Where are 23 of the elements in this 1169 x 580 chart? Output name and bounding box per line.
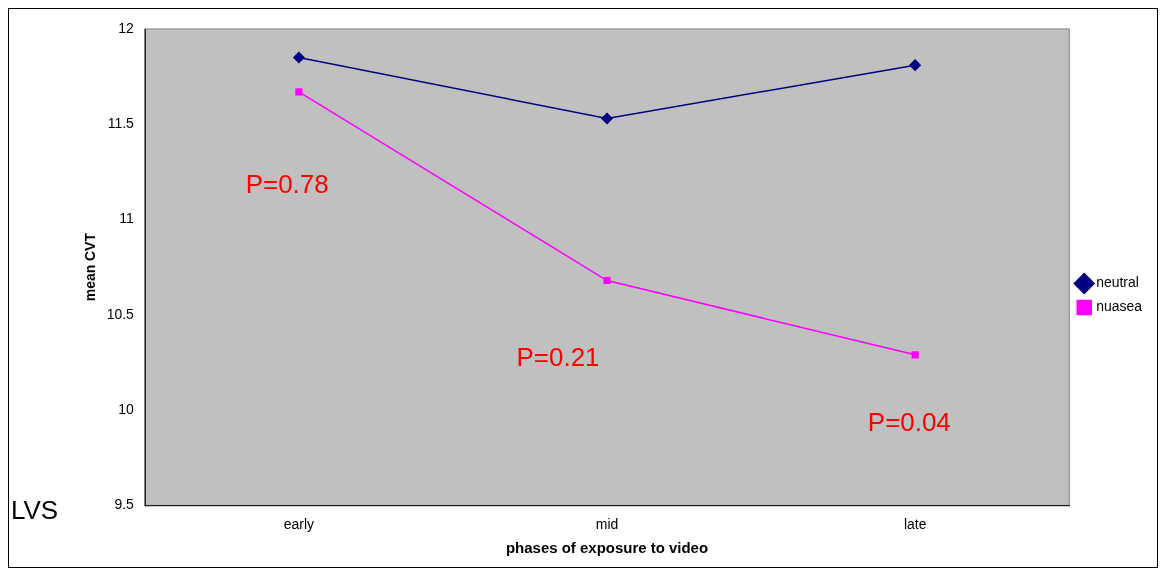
y-tick-label: 9.5 [114, 496, 135, 513]
annotation: P=0.21 [516, 343, 600, 372]
x-tick-label: mid [595, 515, 619, 532]
annotation: P=0.04 [867, 408, 951, 437]
point [293, 51, 305, 64]
y-tick-label: 10.5 [106, 305, 135, 322]
point [603, 276, 611, 285]
point [601, 112, 613, 125]
point [911, 351, 919, 359]
y-tick-label: 10 [118, 400, 135, 417]
x-tick-label: late [903, 515, 927, 532]
point [295, 88, 303, 96]
y-tick-label: 12 [118, 19, 135, 36]
point [909, 59, 921, 71]
legend-label: nuasea [1096, 298, 1143, 315]
text: LVS [11, 496, 59, 525]
y-tick-label: 11 [119, 210, 135, 227]
y-axis-title: mean CVT [82, 232, 99, 302]
x-axis-title: phases of exposure to video [505, 539, 709, 557]
y-tick-label: 11.5 [107, 115, 135, 132]
legend-label: neutral [1096, 274, 1139, 291]
annotation: P=0.78 [245, 170, 329, 199]
x-tick-label: early [283, 515, 315, 532]
